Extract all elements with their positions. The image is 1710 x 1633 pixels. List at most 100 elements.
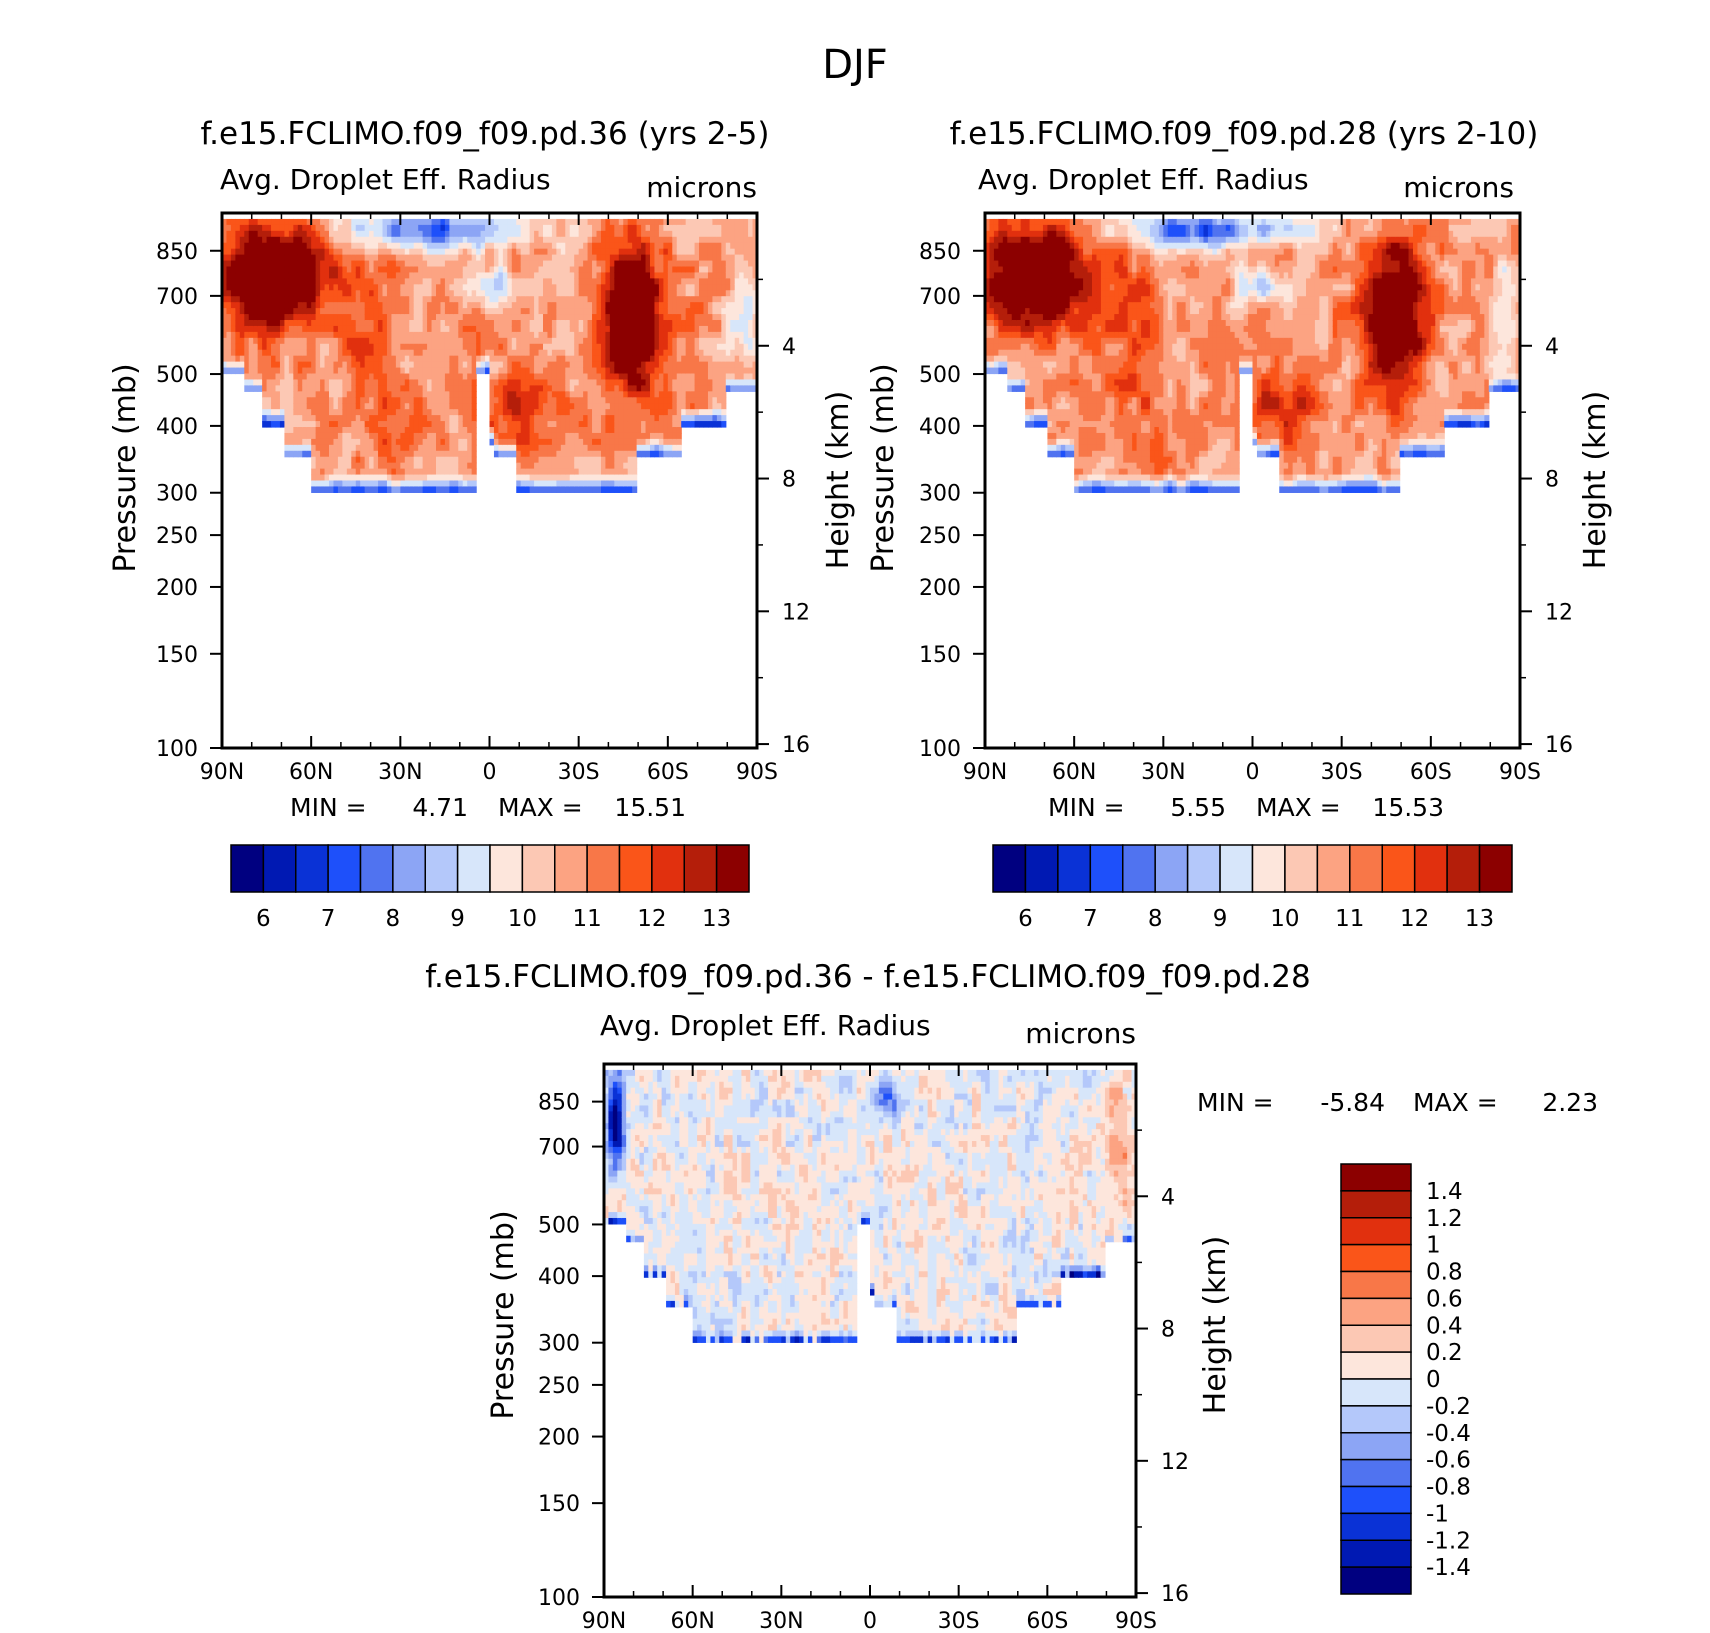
heatmap-cell — [743, 349, 749, 357]
heatmap-cell — [569, 415, 575, 422]
heatmap-cell — [444, 224, 450, 232]
heatmap-cell — [476, 337, 482, 345]
heatmap-cell — [413, 260, 419, 268]
heatmap-cell — [311, 260, 317, 268]
heatmap-cell — [752, 236, 758, 244]
heatmap-cell — [583, 468, 589, 476]
heatmap-cell — [444, 444, 450, 452]
heatmap-cell — [444, 230, 450, 238]
heatmap-cell — [676, 391, 682, 398]
heatmap-cell — [436, 462, 442, 470]
heatmap-cell — [288, 224, 294, 232]
heatmap-cell — [618, 230, 624, 238]
heatmap-cell — [244, 320, 250, 327]
heatmap-cell — [266, 421, 272, 428]
heatmap-cell — [743, 296, 749, 303]
heatmap-cell — [632, 296, 638, 303]
heatmap-cell — [288, 266, 294, 274]
heatmap-cell — [329, 308, 335, 315]
heatmap-cell — [462, 480, 468, 488]
heatmap-cell — [596, 337, 602, 345]
heatmap-cell — [547, 403, 553, 410]
heatmap-cell — [311, 278, 317, 285]
heatmap-cell — [511, 355, 517, 363]
heatmap-cell — [453, 486, 459, 493]
heatmap-cell — [676, 379, 682, 386]
heatmap-cell — [627, 468, 633, 476]
heatmap-cell — [449, 349, 455, 357]
heatmap-cell — [534, 248, 540, 256]
heatmap-cell — [288, 397, 294, 404]
heatmap-cell — [311, 438, 317, 446]
heatmap-cell — [654, 242, 660, 250]
heatmap-cell — [418, 427, 424, 434]
heatmap-cell — [418, 438, 424, 446]
heatmap-cell — [297, 218, 303, 226]
heatmap-cell — [721, 236, 727, 244]
heatmap-cell — [467, 260, 473, 268]
heatmap-cell — [565, 391, 571, 398]
heatmap-cell — [627, 391, 633, 398]
heatmap-cell — [721, 337, 727, 345]
heatmap-cell — [337, 403, 343, 410]
heatmap-cell — [685, 397, 691, 404]
heatmap-cell — [516, 438, 522, 446]
heatmap-cell — [413, 361, 419, 369]
heatmap-cell — [266, 385, 272, 392]
heatmap-cell — [538, 325, 544, 333]
heatmap-cell — [703, 397, 709, 404]
heatmap-cell — [302, 438, 308, 446]
heatmap-cell — [440, 462, 446, 470]
heatmap-cell — [288, 242, 294, 250]
heatmap-cell — [596, 236, 602, 244]
heatmap-cell — [395, 284, 401, 291]
heatmap-cell — [600, 391, 607, 398]
heatmap-cell — [306, 403, 312, 410]
heatmap-cell — [413, 367, 419, 375]
heatmap-cell — [253, 278, 259, 285]
heatmap-cell — [538, 296, 544, 303]
heatmap-cell — [600, 415, 607, 422]
heatmap-cell — [507, 391, 513, 398]
heatmap-cell — [627, 367, 633, 375]
colorbar-label: 6 — [256, 906, 271, 932]
heatmap-cell — [431, 302, 437, 309]
heatmap-cell — [614, 486, 620, 493]
heatmap-cell — [569, 438, 575, 446]
heatmap-cell — [605, 391, 611, 398]
heatmap-cell — [378, 367, 384, 375]
heatmap-cell — [507, 230, 513, 238]
heatmap-cell — [654, 331, 660, 339]
heatmap-cell — [360, 379, 366, 386]
heatmap-cell — [306, 385, 312, 392]
heatmap-cell — [351, 432, 357, 440]
heatmap-cell — [507, 343, 513, 351]
heatmap-cell — [694, 284, 700, 291]
heatmap-cell — [583, 260, 589, 268]
heatmap-cell — [636, 385, 642, 392]
heatmap-cell — [302, 284, 308, 291]
heatmap-cell — [333, 349, 339, 357]
heatmap-cell — [248, 242, 254, 250]
heatmap-cell — [351, 456, 357, 464]
heatmap-cell — [725, 302, 731, 309]
heatmap-cell — [275, 278, 281, 285]
heatmap-cell — [551, 314, 557, 321]
heatmap-cell — [609, 456, 615, 464]
heatmap-cell — [253, 379, 259, 386]
heatmap-cell — [404, 462, 410, 470]
heatmap-cell — [337, 266, 343, 274]
heatmap-cell — [320, 230, 326, 238]
heatmap-cell — [538, 415, 544, 422]
heatmap-cell — [262, 254, 268, 262]
heatmap-cell — [734, 308, 740, 315]
heatmap-cell — [324, 432, 330, 440]
heatmap-cell — [511, 385, 517, 392]
heatmap-cell — [440, 325, 446, 333]
heatmap-cell — [578, 278, 584, 285]
heatmap-cell — [556, 314, 562, 321]
heatmap-cell — [543, 462, 549, 470]
heatmap-cell — [498, 254, 504, 262]
heatmap-cell — [529, 379, 535, 386]
heatmap-cell — [360, 385, 366, 392]
